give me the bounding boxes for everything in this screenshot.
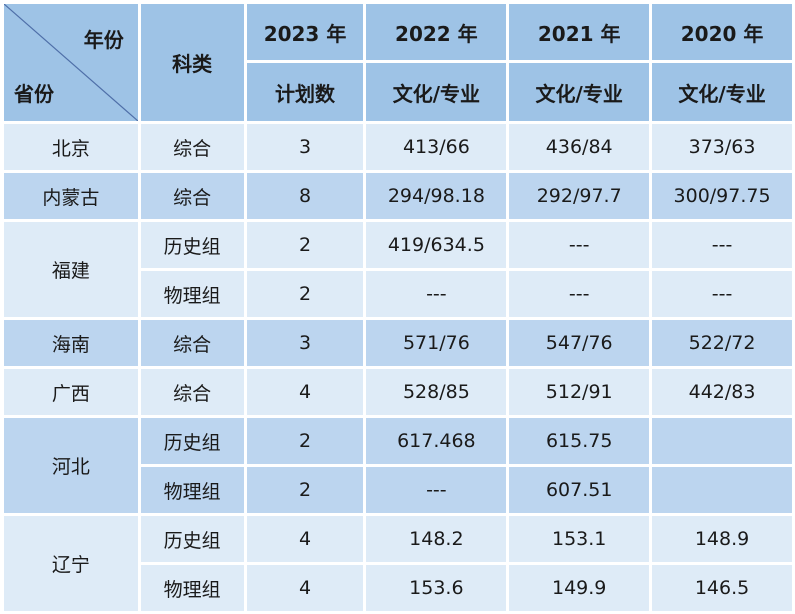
score-2021-cell: 292/97.7	[509, 173, 650, 219]
plan-cell: 2	[246, 271, 364, 317]
year-header-label: 年份	[83, 28, 124, 52]
table-row: 海南 综合 3 571/76 547/76 522/72	[4, 320, 792, 366]
score-2020-cell: ---	[652, 222, 792, 268]
table-row: 福建 历史组 2 419/634.5 --- ---	[4, 222, 792, 317]
plan-cell: 2	[246, 467, 364, 513]
score-header-2020: 文化/专业	[652, 63, 792, 121]
province-cell: 内蒙古	[4, 173, 138, 219]
score-2022-cell: ---	[366, 271, 507, 317]
score-2020-cell: 148.9	[652, 516, 792, 562]
plan-count-header: 计划数	[246, 63, 364, 121]
score-2021-cell: ---	[509, 222, 650, 268]
score-2022-cell: 528/85	[366, 369, 507, 415]
score-2022-cell: 419/634.5	[366, 222, 507, 268]
score-2022-cell: 294/98.18	[366, 173, 507, 219]
plan-cell: 3	[246, 124, 364, 170]
year-header-2021: 2021 年	[509, 4, 650, 60]
year-header-2022: 2022 年	[366, 4, 507, 60]
score-2022-cell: 148.2	[366, 516, 507, 562]
score-2021-cell: 149.9	[509, 565, 650, 611]
diagonal-header-cell: 年份 省份	[4, 4, 138, 121]
score-2021-cell: 512/91	[509, 369, 650, 415]
score-2021-cell: 615.75	[509, 418, 650, 464]
score-2022-cell: 413/66	[366, 124, 507, 170]
table-row: 物理组 4 153.6 149.9 146.5	[4, 565, 792, 611]
province-cell: 海南	[4, 320, 138, 366]
score-2022-cell: 571/76	[366, 320, 507, 366]
score-2020-cell: 442/83	[652, 369, 792, 415]
diagonal-line	[4, 4, 138, 121]
table-row: 物理组 2 --- 607.51	[4, 467, 792, 513]
category-cell: 物理组	[140, 467, 244, 513]
table-row: 内蒙古 综合 8 294/98.18 292/97.7 300/97.75	[4, 173, 792, 219]
year-header-2023: 2023 年	[246, 4, 364, 60]
province-cell: 辽宁	[4, 516, 138, 611]
category-cell: 综合	[140, 124, 244, 170]
score-2020-cell: 146.5	[652, 565, 792, 611]
score-2021-cell: ---	[509, 271, 650, 317]
category-cell: 综合	[140, 320, 244, 366]
plan-cell: 4	[246, 565, 364, 611]
score-2021-cell: 153.1	[509, 516, 650, 562]
province-cell: 广西	[4, 369, 138, 415]
category-cell: 综合	[140, 369, 244, 415]
province-header-label: 省份	[14, 82, 54, 106]
province-cell: 河北	[4, 418, 138, 513]
score-2020-cell: ---	[652, 271, 792, 317]
year-header-2020: 2020 年	[652, 4, 792, 60]
table-row: 北京 综合 3 413/66 436/84 373/63	[4, 124, 792, 170]
score-2020-cell	[652, 418, 792, 464]
score-2022-cell: 617.468	[366, 418, 507, 464]
score-2021-cell: 547/76	[509, 320, 650, 366]
score-2020-cell: 522/72	[652, 320, 792, 366]
table-row: 辽宁 历史组 4 148.2 153.1 148.9	[4, 516, 792, 611]
category-cell: 综合	[140, 173, 244, 219]
table-row: 广西 综合 4 528/85 512/91 442/83	[4, 369, 792, 415]
category-cell: 历史组	[140, 418, 244, 464]
plan-cell: 4	[246, 516, 364, 562]
province-cell: 北京	[4, 124, 138, 170]
score-header-2021: 文化/专业	[509, 63, 650, 121]
category-header: 科类	[140, 4, 244, 121]
score-2020-cell: 300/97.75	[652, 173, 792, 219]
table-row: 河北 历史组 2 617.468 615.75	[4, 418, 792, 513]
score-2022-cell: ---	[366, 467, 507, 513]
plan-cell: 8	[246, 173, 364, 219]
table-row: 物理组 2 --- --- ---	[4, 271, 792, 317]
score-2020-cell: 373/63	[652, 124, 792, 170]
province-cell: 福建	[4, 222, 138, 317]
plan-cell: 3	[246, 320, 364, 366]
plan-cell: 4	[246, 369, 364, 415]
category-cell: 物理组	[140, 565, 244, 611]
plan-cell: 2	[246, 418, 364, 464]
score-2020-cell	[652, 467, 792, 513]
score-2021-cell: 436/84	[509, 124, 650, 170]
score-2022-cell: 153.6	[366, 565, 507, 611]
plan-cell: 2	[246, 222, 364, 268]
category-cell: 历史组	[140, 516, 244, 562]
score-header-2022: 文化/专业	[366, 63, 507, 121]
score-2021-cell: 607.51	[509, 467, 650, 513]
category-cell: 历史组	[140, 222, 244, 268]
category-cell: 物理组	[140, 271, 244, 317]
